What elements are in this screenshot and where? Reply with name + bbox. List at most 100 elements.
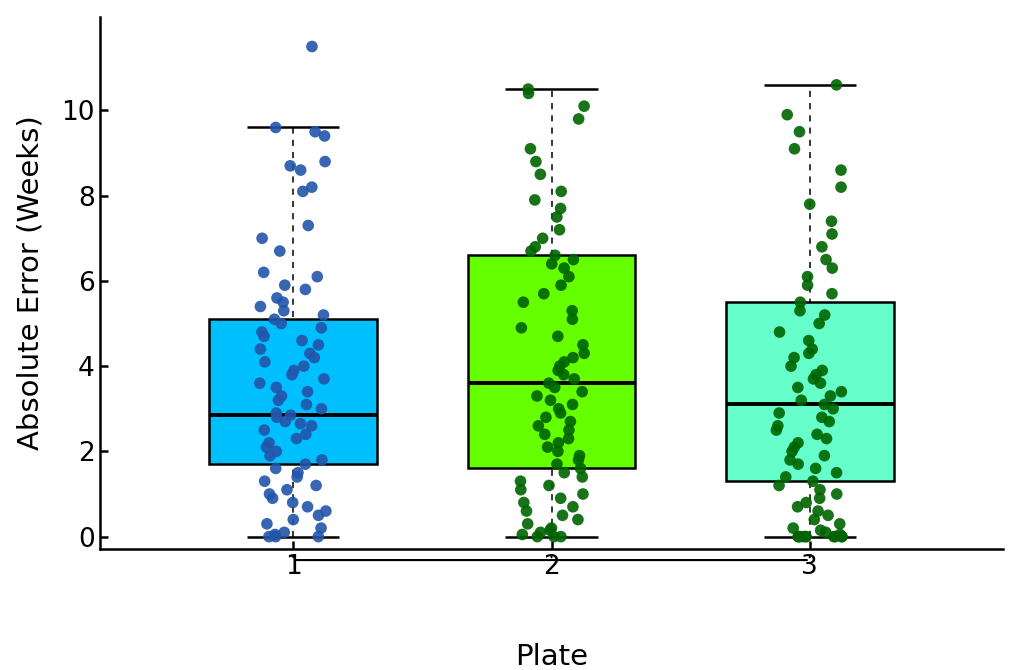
Point: [268, 446, 284, 457]
Point: [827, 468, 844, 478]
Point: [520, 84, 536, 94]
Point: [576, 100, 592, 111]
Point: [315, 310, 331, 320]
Point: [291, 418, 308, 429]
Point: [310, 340, 326, 350]
Point: [799, 280, 815, 291]
Point: [813, 241, 829, 252]
Point: [793, 395, 809, 405]
Point: [809, 506, 825, 517]
Point: [561, 416, 578, 427]
Point: [833, 182, 849, 192]
Point: [819, 510, 836, 521]
Point: [815, 450, 832, 461]
Point: [282, 410, 299, 421]
Point: [792, 297, 808, 308]
Point: [782, 454, 798, 465]
Point: [833, 165, 849, 176]
Point: [262, 450, 278, 461]
Point: [540, 480, 556, 491]
Point: [555, 263, 572, 273]
Point: [275, 297, 291, 308]
Point: [811, 493, 827, 504]
Point: [800, 348, 816, 358]
Point: [553, 510, 570, 521]
Point: [271, 246, 287, 257]
Point: [277, 416, 293, 427]
Point: [824, 403, 841, 414]
Point: [797, 531, 813, 542]
Point: [813, 365, 829, 376]
Point: [535, 288, 551, 299]
Point: [534, 233, 550, 244]
Point: [515, 297, 531, 308]
Point: [833, 531, 849, 542]
Point: [816, 310, 833, 320]
Point: [257, 356, 273, 367]
Point: [786, 143, 802, 154]
Point: [790, 531, 806, 542]
Point: [767, 425, 784, 436]
Point: [817, 254, 834, 265]
Point: [514, 529, 530, 540]
Point: [575, 488, 591, 499]
Point: [571, 450, 587, 461]
Point: [546, 382, 562, 393]
Point: [261, 438, 277, 448]
Point: [555, 356, 572, 367]
Point: [552, 186, 569, 197]
Point: [574, 472, 590, 482]
Point: [302, 348, 318, 358]
Point: [799, 271, 815, 282]
Point: [549, 438, 566, 448]
Point: [813, 412, 829, 423]
Point: [313, 523, 329, 533]
Point: [252, 344, 268, 354]
Point: [817, 527, 834, 538]
Point: [574, 387, 590, 397]
Point: [273, 318, 289, 329]
Point: [529, 531, 545, 542]
Point: [807, 369, 823, 380]
Point: [555, 369, 572, 380]
Point: [254, 233, 270, 244]
Point: [282, 161, 299, 172]
Point: [811, 378, 827, 389]
Point: [826, 531, 843, 542]
Point: [576, 348, 592, 358]
Point: [797, 497, 813, 508]
Point: [292, 165, 309, 176]
Bar: [726, 302, 893, 481]
Point: [827, 488, 844, 499]
Point: [566, 374, 582, 385]
Point: [518, 506, 534, 517]
Point: [833, 531, 849, 542]
Point: [564, 314, 580, 325]
Point: [270, 395, 286, 405]
Point: [297, 284, 313, 295]
Point: [520, 88, 536, 98]
Bar: [467, 255, 635, 468]
Point: [804, 476, 820, 486]
Point: [256, 425, 272, 436]
Point: [542, 395, 558, 405]
Point: [313, 403, 329, 414]
Point: [821, 391, 838, 401]
Point: [549, 331, 566, 342]
Point: [267, 463, 283, 474]
Point: [549, 365, 566, 376]
Point: [812, 525, 828, 535]
Point: [316, 374, 332, 385]
Point: [267, 529, 283, 540]
Point: [551, 360, 568, 371]
Point: [815, 399, 832, 410]
Y-axis label: Absolute Error (Weeks): Absolute Error (Weeks): [16, 116, 45, 450]
Point: [546, 250, 562, 261]
Point: [309, 271, 325, 282]
Point: [289, 468, 306, 478]
Point: [779, 109, 795, 120]
Point: [300, 220, 316, 231]
Point: [823, 263, 840, 273]
Point: [539, 442, 555, 452]
Point: [278, 484, 294, 495]
